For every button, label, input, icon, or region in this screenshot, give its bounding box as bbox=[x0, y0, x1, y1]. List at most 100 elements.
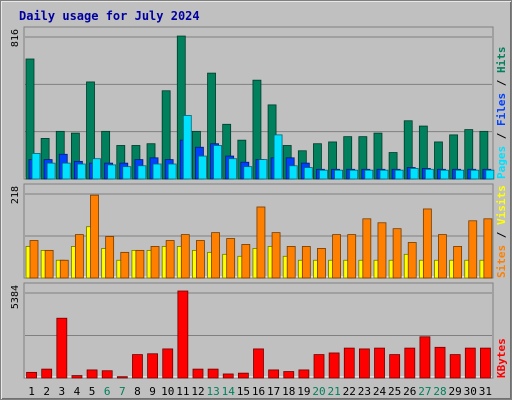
x-tick-label: 9 bbox=[149, 385, 156, 398]
bar-sites-day-13 bbox=[211, 232, 220, 279]
x-tick-label: 26 bbox=[403, 385, 416, 398]
bar-sites-day-24 bbox=[377, 222, 387, 279]
series-label-part: Pages bbox=[495, 146, 508, 179]
bar-sites-day-9 bbox=[150, 246, 160, 279]
bar-kbytes-day-2 bbox=[41, 368, 53, 379]
x-tick-label: 7 bbox=[119, 385, 126, 398]
x-tick-label: 12 bbox=[191, 385, 204, 398]
x-tick-label: 6 bbox=[104, 385, 111, 398]
bar-kbytes-day-19 bbox=[298, 369, 310, 379]
bar-sites-day-12 bbox=[196, 240, 205, 279]
bar-kbytes-day-20 bbox=[313, 354, 325, 379]
bar-pages-day-31 bbox=[485, 169, 495, 180]
series-label: Pages / Files / Hits bbox=[495, 47, 508, 180]
x-tick-label: 16 bbox=[252, 385, 265, 398]
bar-kbytes-day-14 bbox=[222, 373, 234, 379]
bar-sites-day-17 bbox=[271, 232, 281, 279]
bar-kbytes-day-29 bbox=[449, 354, 461, 379]
x-tick-label: 17 bbox=[267, 385, 280, 398]
x-tick-label: 22 bbox=[343, 385, 356, 398]
bar-sites-day-31 bbox=[483, 218, 493, 279]
bar-sites-day-26 bbox=[407, 242, 417, 279]
y-max-label: 5384 bbox=[10, 285, 21, 309]
bar-sites-day-23 bbox=[362, 218, 372, 279]
bar-kbytes-day-10 bbox=[162, 348, 174, 379]
x-tick-label: 21 bbox=[328, 385, 341, 398]
bar-kbytes-day-18 bbox=[283, 371, 295, 379]
bar-kbytes-day-23 bbox=[359, 348, 370, 379]
x-tick-label: 27 bbox=[418, 385, 431, 398]
bar-sites-day-29 bbox=[453, 246, 463, 279]
series-label-part: / bbox=[495, 225, 508, 245]
bar-pages-day-29 bbox=[455, 169, 465, 180]
bar-kbytes-day-21 bbox=[328, 352, 340, 379]
x-tick-label: 24 bbox=[373, 385, 387, 398]
bar-pages-day-19 bbox=[303, 167, 313, 180]
bar-kbytes-day-5 bbox=[86, 369, 98, 379]
bar-kbytes-day-26 bbox=[404, 347, 416, 379]
y-max-label: 218 bbox=[10, 186, 21, 204]
bar-kbytes-day-28 bbox=[434, 346, 446, 379]
bar-pages-day-16 bbox=[258, 159, 268, 180]
bar-kbytes-day-7 bbox=[116, 376, 128, 379]
bar-sites-day-25 bbox=[392, 228, 402, 279]
bar-sites-day-15 bbox=[241, 244, 251, 279]
bar-kbytes-day-22 bbox=[343, 347, 355, 379]
bar-kbytes-day-3 bbox=[56, 317, 68, 379]
bar-kbytes-day-25 bbox=[389, 354, 401, 379]
bar-sites-day-28 bbox=[438, 234, 447, 279]
x-tick-label: 2 bbox=[43, 385, 50, 398]
series-label-part: Files bbox=[495, 93, 508, 126]
series-label: Sites / Visits bbox=[495, 185, 508, 278]
bar-sites-day-11 bbox=[180, 234, 190, 279]
bar-pages-day-10 bbox=[167, 163, 177, 180]
bar-pages-day-26 bbox=[409, 168, 419, 180]
bar-pages-day-7 bbox=[122, 166, 132, 180]
bar-kbytes-day-27 bbox=[419, 336, 431, 379]
x-tick-label: 13 bbox=[206, 385, 219, 398]
bar-kbytes-day-8 bbox=[132, 354, 143, 379]
bar-sites-day-5 bbox=[90, 194, 99, 279]
bar-kbytes-day-9 bbox=[147, 353, 158, 379]
bar-sites-day-7 bbox=[120, 251, 130, 279]
bar-kbytes-day-17 bbox=[268, 369, 280, 379]
bar-sites-day-16 bbox=[256, 206, 266, 279]
x-tick-label: 29 bbox=[449, 385, 462, 398]
x-tick-label: 5 bbox=[89, 385, 96, 398]
bar-pages-day-22 bbox=[349, 169, 359, 180]
x-tick-label: 20 bbox=[312, 385, 325, 398]
series-label-part: / bbox=[495, 126, 508, 146]
x-tick-label: 23 bbox=[358, 385, 371, 398]
bar-sites-day-4 bbox=[74, 234, 84, 279]
x-tick-label: 4 bbox=[74, 385, 81, 398]
x-tick-label: 18 bbox=[282, 385, 295, 398]
x-tick-label: 1 bbox=[28, 385, 35, 398]
y-max-label: 816 bbox=[10, 29, 21, 47]
bar-pages-day-14 bbox=[228, 158, 238, 180]
bar-sites-day-3 bbox=[59, 259, 69, 279]
bar-pages-day-15 bbox=[243, 166, 253, 180]
x-tick-label: 11 bbox=[176, 385, 189, 398]
bar-pages-day-5 bbox=[92, 158, 101, 180]
bar-kbytes-day-12 bbox=[192, 368, 204, 379]
bar-pages-day-21 bbox=[334, 169, 343, 180]
bar-pages-day-20 bbox=[319, 169, 328, 180]
series-label-part: Hits bbox=[495, 47, 508, 74]
panel-1: 816 Pages / Files / Hits bbox=[10, 26, 508, 180]
bar-pages-day-2 bbox=[46, 162, 56, 180]
bar-kbytes-day-24 bbox=[374, 347, 385, 379]
bar-pages-day-18 bbox=[288, 165, 298, 180]
bar-kbytes-day-31 bbox=[480, 347, 491, 379]
x-tick-label: 14 bbox=[222, 385, 236, 398]
bar-sites-day-22 bbox=[347, 234, 357, 279]
x-tick-label: 19 bbox=[297, 385, 310, 398]
bar-sites-day-2 bbox=[44, 249, 54, 279]
bar-pages-day-11 bbox=[182, 115, 192, 180]
x-tick-label: 25 bbox=[388, 385, 401, 398]
series-label-part: Visits bbox=[495, 185, 508, 225]
bar-pages-day-27 bbox=[424, 168, 434, 180]
bar-pages-day-24 bbox=[379, 169, 389, 180]
bar-kbytes-day-6 bbox=[101, 370, 113, 379]
